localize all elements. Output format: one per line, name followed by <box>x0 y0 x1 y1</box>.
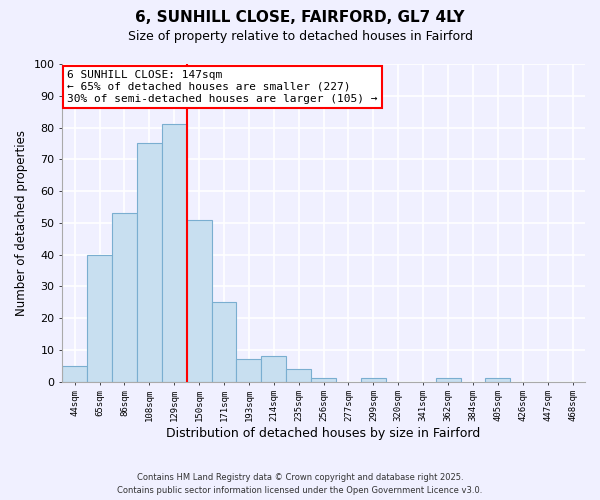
Bar <box>361 378 386 382</box>
Bar <box>62 366 87 382</box>
Bar <box>112 214 137 382</box>
Bar <box>262 356 286 382</box>
Bar <box>187 220 212 382</box>
X-axis label: Distribution of detached houses by size in Fairford: Distribution of detached houses by size … <box>166 427 481 440</box>
Text: 6 SUNHILL CLOSE: 147sqm
← 65% of detached houses are smaller (227)
30% of semi-d: 6 SUNHILL CLOSE: 147sqm ← 65% of detache… <box>67 70 378 104</box>
Bar <box>485 378 511 382</box>
Bar <box>311 378 336 382</box>
Bar <box>87 254 112 382</box>
Bar <box>137 144 162 382</box>
Bar <box>286 369 311 382</box>
Text: Contains HM Land Registry data © Crown copyright and database right 2025.
Contai: Contains HM Land Registry data © Crown c… <box>118 474 482 495</box>
Y-axis label: Number of detached properties: Number of detached properties <box>15 130 28 316</box>
Bar <box>162 124 187 382</box>
Bar <box>436 378 461 382</box>
Text: Size of property relative to detached houses in Fairford: Size of property relative to detached ho… <box>128 30 473 43</box>
Text: 6, SUNHILL CLOSE, FAIRFORD, GL7 4LY: 6, SUNHILL CLOSE, FAIRFORD, GL7 4LY <box>135 10 465 25</box>
Bar <box>212 302 236 382</box>
Bar <box>236 360 262 382</box>
